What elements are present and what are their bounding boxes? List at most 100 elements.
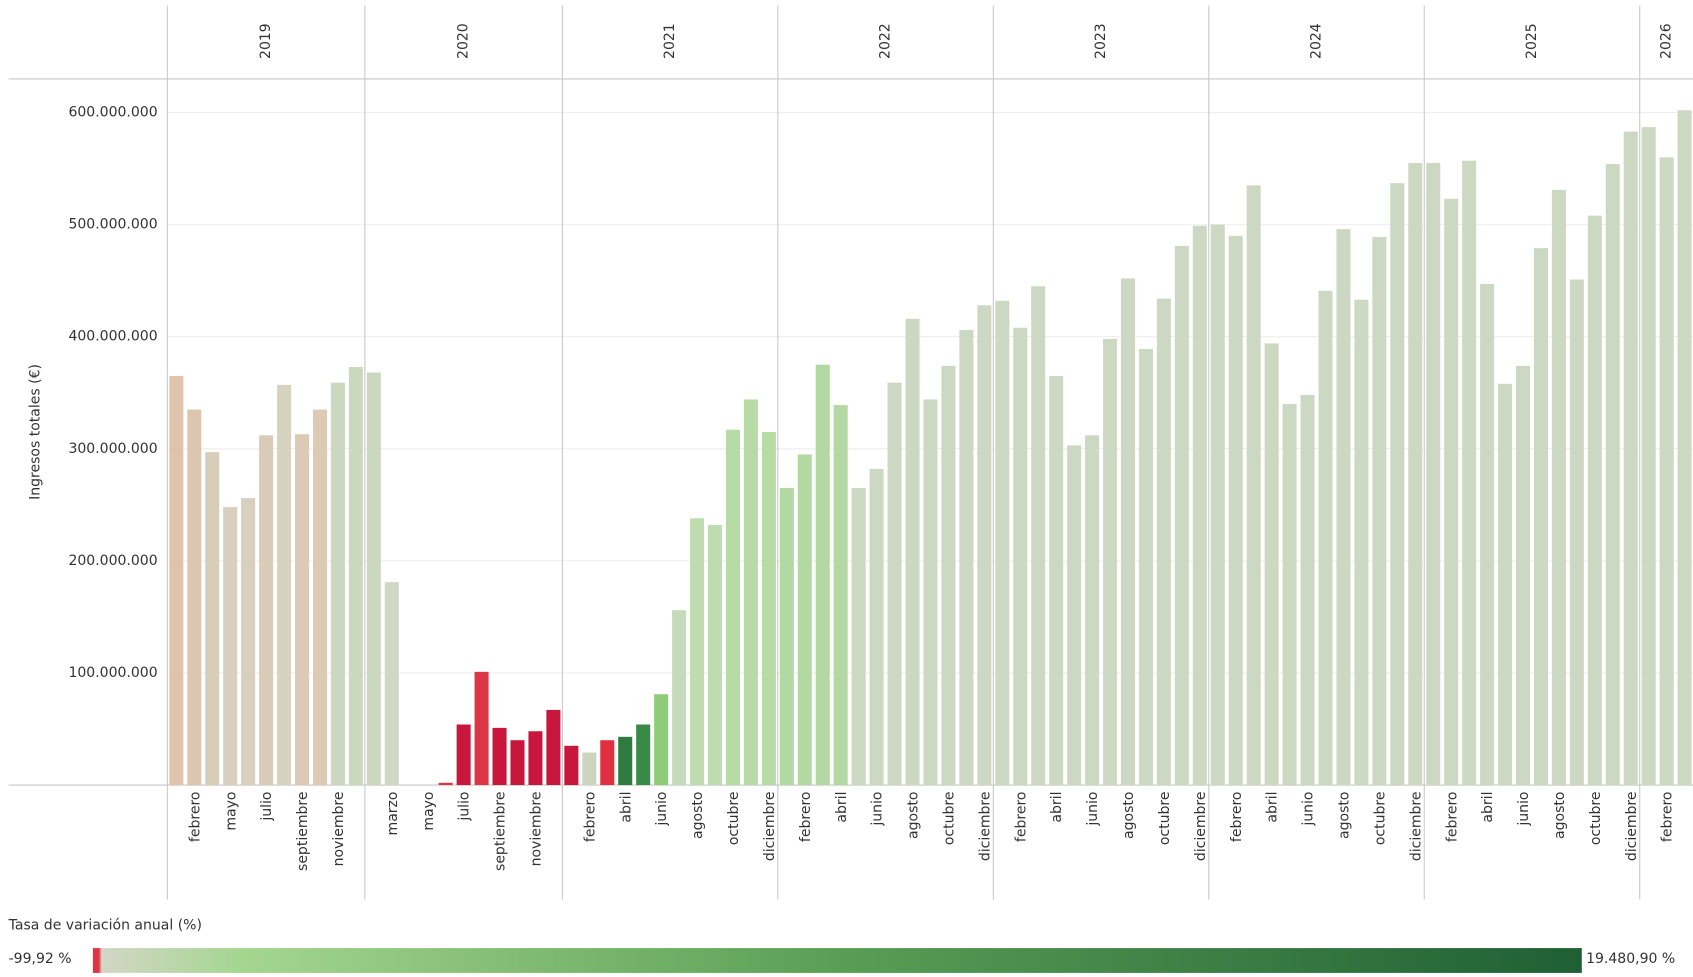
bar bbox=[330, 382, 345, 786]
bar bbox=[1138, 349, 1153, 786]
x-tick-label: diciembre bbox=[1624, 792, 1640, 862]
bar bbox=[959, 329, 974, 786]
bar bbox=[295, 434, 310, 786]
year-label: 2025 bbox=[1524, 23, 1540, 59]
bar bbox=[1498, 383, 1513, 786]
bar bbox=[761, 431, 776, 786]
x-tick-label: diciembre bbox=[1193, 792, 1209, 862]
x-tick-label: julio bbox=[457, 792, 473, 822]
x-tick-label: junio bbox=[1301, 792, 1317, 827]
bar bbox=[384, 582, 399, 786]
bar bbox=[1228, 235, 1243, 786]
bar bbox=[1372, 236, 1387, 786]
bar bbox=[312, 409, 327, 786]
x-tick-label: septiembre bbox=[295, 792, 311, 871]
x-tick-label: febrero bbox=[798, 792, 814, 843]
x-tick-label: abril bbox=[1265, 792, 1281, 823]
x-tick-label: octubre bbox=[726, 792, 742, 846]
bar bbox=[474, 671, 489, 786]
bar bbox=[887, 382, 902, 786]
x-tick-label: febrero bbox=[1444, 792, 1460, 843]
x-tick-label: junio bbox=[1516, 792, 1532, 827]
x-tick-label: junio bbox=[654, 792, 670, 827]
y-tick-label: 100.000.000 bbox=[68, 665, 157, 681]
x-tick-label: mayo bbox=[421, 792, 437, 831]
bar bbox=[707, 525, 723, 786]
bar bbox=[1156, 298, 1171, 786]
year-label: 2023 bbox=[1093, 23, 1109, 59]
bar bbox=[528, 731, 543, 786]
x-tick-label: febrero bbox=[1229, 792, 1245, 843]
year-label: 2021 bbox=[662, 23, 678, 59]
x-tick-label: noviembre bbox=[529, 792, 545, 867]
legend-min-label: -99,92 % bbox=[9, 951, 72, 967]
y-tick-label: 300.000.000 bbox=[68, 441, 157, 457]
x-tick-label: abril bbox=[1480, 792, 1496, 823]
y-axis-title: Ingresos totales (€) bbox=[28, 364, 44, 500]
bar bbox=[690, 518, 705, 786]
bar bbox=[1210, 224, 1225, 786]
bar bbox=[1354, 299, 1369, 786]
x-tick-label: agosto bbox=[1552, 792, 1568, 839]
bar bbox=[779, 488, 794, 786]
x-tick-label: diciembre bbox=[762, 792, 778, 862]
y-tick-label: 500.000.000 bbox=[68, 217, 157, 233]
x-tick-label: febrero bbox=[187, 792, 203, 843]
bar bbox=[1049, 375, 1064, 786]
bar bbox=[1408, 162, 1423, 786]
bar bbox=[1587, 215, 1602, 786]
bar bbox=[187, 409, 202, 786]
x-tick-label: junio bbox=[870, 792, 886, 827]
y-tick-label: 200.000.000 bbox=[68, 553, 157, 569]
x-tick-label: agosto bbox=[690, 792, 706, 839]
y-tick-label: 600.000.000 bbox=[68, 105, 157, 121]
x-tick-label: febrero bbox=[582, 792, 598, 843]
bar bbox=[1013, 327, 1028, 786]
bar bbox=[277, 384, 292, 786]
bar bbox=[1390, 183, 1405, 786]
x-tick-label: agosto bbox=[1121, 792, 1137, 839]
bar bbox=[815, 364, 830, 786]
x-tick-label: mayo bbox=[223, 792, 239, 831]
x-tick-label: noviembre bbox=[331, 792, 347, 867]
bar bbox=[869, 468, 884, 786]
x-tick-label: agosto bbox=[906, 792, 922, 839]
bar bbox=[833, 405, 848, 786]
bar bbox=[259, 435, 274, 786]
bar bbox=[1462, 160, 1477, 786]
bar bbox=[600, 740, 615, 786]
x-tick-label: septiembre bbox=[493, 792, 509, 871]
bar bbox=[1659, 157, 1674, 786]
year-label: 2020 bbox=[456, 23, 472, 59]
bar bbox=[1246, 185, 1261, 786]
bar bbox=[654, 694, 669, 786]
bar bbox=[743, 399, 758, 786]
year-label: 2024 bbox=[1309, 23, 1325, 59]
bar bbox=[1318, 290, 1333, 786]
legend-gradient bbox=[92, 948, 1582, 973]
y-tick-label: 400.000.000 bbox=[68, 329, 157, 345]
bar bbox=[905, 318, 920, 786]
bar bbox=[1264, 343, 1279, 786]
bar bbox=[1641, 127, 1656, 786]
bar bbox=[1515, 365, 1531, 786]
x-tick-label: agosto bbox=[1337, 792, 1353, 839]
x-tick-label: diciembre bbox=[977, 792, 993, 862]
bar bbox=[797, 454, 812, 786]
bar bbox=[1067, 445, 1082, 786]
bar bbox=[1031, 286, 1046, 786]
bar bbox=[1605, 164, 1620, 786]
bar bbox=[169, 375, 184, 786]
bar bbox=[1085, 435, 1100, 786]
bar bbox=[438, 782, 453, 786]
x-tick-label: febrero bbox=[1660, 792, 1676, 843]
x-tick-label: febrero bbox=[1013, 792, 1029, 843]
bar bbox=[1174, 245, 1189, 786]
bar bbox=[672, 610, 687, 786]
bar bbox=[1103, 338, 1118, 786]
bar bbox=[1336, 229, 1351, 786]
bar bbox=[492, 727, 507, 786]
bar bbox=[636, 724, 651, 786]
bar bbox=[205, 452, 220, 786]
bar bbox=[366, 372, 381, 786]
